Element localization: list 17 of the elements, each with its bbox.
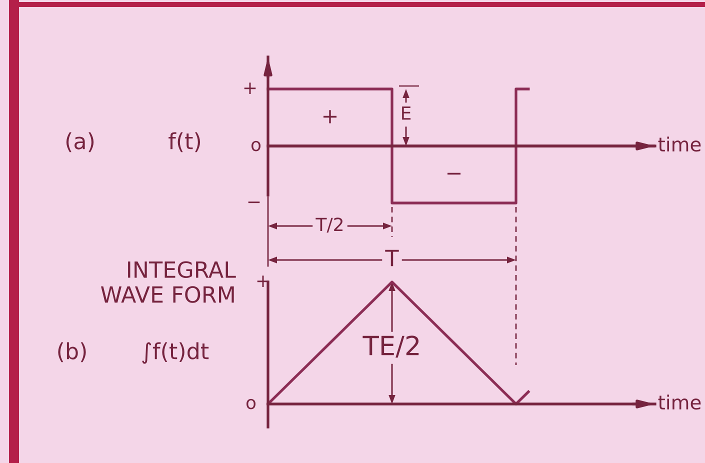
text: T/2 — [316, 218, 342, 233]
chart-subtitle: INTEGRAL WAVE FORM — [101, 261, 236, 303]
text: time — [658, 136, 701, 152]
annotation: TE/2 — [362, 336, 419, 358]
annotation: − — [447, 172, 461, 175]
text: o — [246, 398, 256, 410]
text: o — [251, 140, 261, 152]
text: + — [244, 82, 256, 94]
text: (b) — [58, 342, 86, 362]
text: time — [658, 394, 701, 410]
y-axis-title: f(t) — [168, 132, 200, 152]
text: (a) — [66, 132, 94, 152]
text: − — [248, 202, 260, 204]
text: T — [385, 250, 399, 266]
annotation: + — [323, 110, 337, 124]
annotation: E — [402, 106, 411, 120]
y-axis-title: ∫f(t)dt — [142, 342, 209, 364]
